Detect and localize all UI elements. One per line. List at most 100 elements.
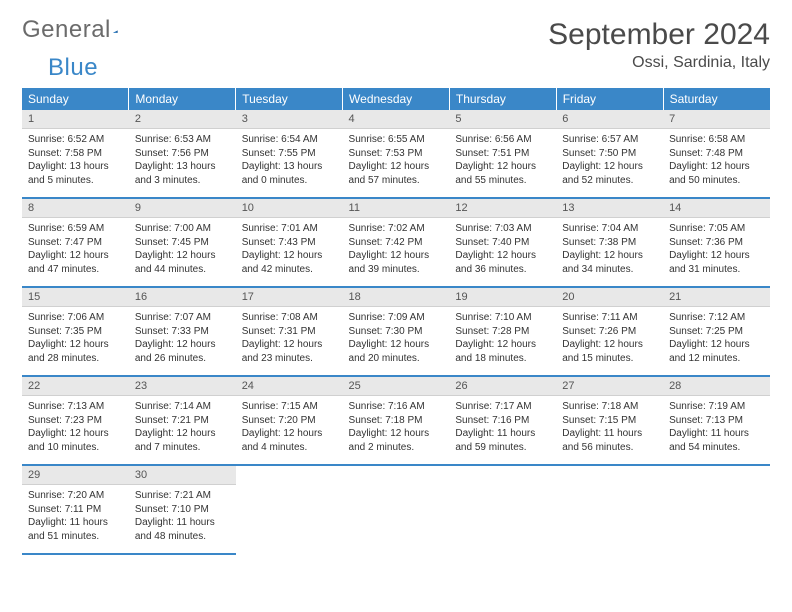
col-saturday: Saturday: [663, 88, 770, 110]
sunset-text: Sunset: 7:58 PM: [28, 147, 123, 161]
calendar-cell: 26Sunrise: 7:17 AMSunset: 7:16 PMDayligh…: [449, 376, 556, 465]
daylight-text: Daylight: 12 hours and 28 minutes.: [28, 338, 123, 365]
daylight-text: Daylight: 13 hours and 5 minutes.: [28, 160, 123, 187]
calendar-cell: 13Sunrise: 7:04 AMSunset: 7:38 PMDayligh…: [556, 198, 663, 287]
sunrise-text: Sunrise: 6:52 AM: [28, 133, 123, 147]
calendar-cell: 16Sunrise: 7:07 AMSunset: 7:33 PMDayligh…: [129, 287, 236, 376]
day-content: Sunrise: 7:11 AMSunset: 7:26 PMDaylight:…: [556, 307, 663, 375]
day-content: Sunrise: 6:54 AMSunset: 7:55 PMDaylight:…: [236, 129, 343, 197]
sunset-text: Sunset: 7:56 PM: [135, 147, 230, 161]
calendar-cell: ..: [556, 465, 663, 554]
calendar-cell: ..: [343, 465, 450, 554]
calendar-cell: 19Sunrise: 7:10 AMSunset: 7:28 PMDayligh…: [449, 287, 556, 376]
day-content: Sunrise: 7:21 AMSunset: 7:10 PMDaylight:…: [129, 485, 236, 553]
sunrise-text: Sunrise: 7:02 AM: [349, 222, 444, 236]
calendar-cell: 3Sunrise: 6:54 AMSunset: 7:55 PMDaylight…: [236, 110, 343, 198]
daylight-text: Daylight: 12 hours and 50 minutes.: [669, 160, 764, 187]
day-number: 17: [236, 288, 343, 307]
day-number: 4: [343, 110, 450, 129]
calendar-cell: 8Sunrise: 6:59 AMSunset: 7:47 PMDaylight…: [22, 198, 129, 287]
day-number: 27: [556, 377, 663, 396]
sunrise-text: Sunrise: 7:06 AM: [28, 311, 123, 325]
sunset-text: Sunset: 7:51 PM: [455, 147, 550, 161]
daylight-text: Daylight: 12 hours and 39 minutes.: [349, 249, 444, 276]
day-content: Sunrise: 7:08 AMSunset: 7:31 PMDaylight:…: [236, 307, 343, 375]
sunrise-text: Sunrise: 7:09 AM: [349, 311, 444, 325]
sunrise-text: Sunrise: 7:03 AM: [455, 222, 550, 236]
calendar-cell: 1Sunrise: 6:52 AMSunset: 7:58 PMDaylight…: [22, 110, 129, 198]
sunset-text: Sunset: 7:18 PM: [349, 414, 444, 428]
sunset-text: Sunset: 7:36 PM: [669, 236, 764, 250]
day-number: 2: [129, 110, 236, 129]
sunrise-text: Sunrise: 7:10 AM: [455, 311, 550, 325]
day-number: 15: [22, 288, 129, 307]
sunrise-text: Sunrise: 7:20 AM: [28, 489, 123, 503]
day-number: 5: [449, 110, 556, 129]
logo-text-blue: Blue: [48, 54, 98, 81]
day-content: Sunrise: 6:52 AMSunset: 7:58 PMDaylight:…: [22, 129, 129, 197]
sunset-text: Sunset: 7:15 PM: [562, 414, 657, 428]
daylight-text: Daylight: 11 hours and 54 minutes.: [669, 427, 764, 454]
day-content: Sunrise: 6:58 AMSunset: 7:48 PMDaylight:…: [663, 129, 770, 197]
triangle-icon: [113, 20, 118, 38]
sunset-text: Sunset: 7:55 PM: [242, 147, 337, 161]
title-block: September 2024 Ossi, Sardinia, Italy: [548, 18, 770, 72]
day-content: Sunrise: 7:17 AMSunset: 7:16 PMDaylight:…: [449, 396, 556, 464]
sunrise-text: Sunrise: 7:11 AM: [562, 311, 657, 325]
calendar-cell: 28Sunrise: 7:19 AMSunset: 7:13 PMDayligh…: [663, 376, 770, 465]
sunset-text: Sunset: 7:45 PM: [135, 236, 230, 250]
col-thursday: Thursday: [449, 88, 556, 110]
day-content: Sunrise: 7:10 AMSunset: 7:28 PMDaylight:…: [449, 307, 556, 375]
day-content: Sunrise: 7:15 AMSunset: 7:20 PMDaylight:…: [236, 396, 343, 464]
month-title: September 2024: [548, 18, 770, 52]
sunrise-text: Sunrise: 7:19 AM: [669, 400, 764, 414]
day-content: Sunrise: 7:02 AMSunset: 7:42 PMDaylight:…: [343, 218, 450, 286]
day-content: Sunrise: 7:07 AMSunset: 7:33 PMDaylight:…: [129, 307, 236, 375]
daylight-text: Daylight: 12 hours and 20 minutes.: [349, 338, 444, 365]
sunset-text: Sunset: 7:43 PM: [242, 236, 337, 250]
day-number: 16: [129, 288, 236, 307]
sunrise-text: Sunrise: 7:14 AM: [135, 400, 230, 414]
daylight-text: Daylight: 12 hours and 44 minutes.: [135, 249, 230, 276]
sunset-text: Sunset: 7:23 PM: [28, 414, 123, 428]
sunset-text: Sunset: 7:31 PM: [242, 325, 337, 339]
calendar-cell: 9Sunrise: 7:00 AMSunset: 7:45 PMDaylight…: [129, 198, 236, 287]
sunset-text: Sunset: 7:26 PM: [562, 325, 657, 339]
sunset-text: Sunset: 7:42 PM: [349, 236, 444, 250]
daylight-text: Daylight: 13 hours and 0 minutes.: [242, 160, 337, 187]
daylight-text: Daylight: 11 hours and 56 minutes.: [562, 427, 657, 454]
daylight-text: Daylight: 12 hours and 36 minutes.: [455, 249, 550, 276]
daylight-text: Daylight: 12 hours and 55 minutes.: [455, 160, 550, 187]
daylight-text: Daylight: 12 hours and 47 minutes.: [28, 249, 123, 276]
day-number: 19: [449, 288, 556, 307]
sunrise-text: Sunrise: 7:08 AM: [242, 311, 337, 325]
day-content: Sunrise: 7:13 AMSunset: 7:23 PMDaylight:…: [22, 396, 129, 464]
day-number: 24: [236, 377, 343, 396]
col-wednesday: Wednesday: [343, 88, 450, 110]
sunset-text: Sunset: 7:47 PM: [28, 236, 123, 250]
sunrise-text: Sunrise: 7:13 AM: [28, 400, 123, 414]
calendar-cell: 5Sunrise: 6:56 AMSunset: 7:51 PMDaylight…: [449, 110, 556, 198]
sunrise-text: Sunrise: 6:58 AM: [669, 133, 764, 147]
day-number: 29: [22, 466, 129, 485]
day-content: Sunrise: 7:03 AMSunset: 7:40 PMDaylight:…: [449, 218, 556, 286]
logo-text-general: General: [22, 18, 111, 42]
day-number: 21: [663, 288, 770, 307]
calendar-cell: 4Sunrise: 6:55 AMSunset: 7:53 PMDaylight…: [343, 110, 450, 198]
calendar-row: 8Sunrise: 6:59 AMSunset: 7:47 PMDaylight…: [22, 198, 770, 287]
calendar-cell: 12Sunrise: 7:03 AMSunset: 7:40 PMDayligh…: [449, 198, 556, 287]
calendar-cell: 7Sunrise: 6:58 AMSunset: 7:48 PMDaylight…: [663, 110, 770, 198]
sunrise-text: Sunrise: 6:59 AM: [28, 222, 123, 236]
sunset-text: Sunset: 7:21 PM: [135, 414, 230, 428]
day-content: Sunrise: 6:59 AMSunset: 7:47 PMDaylight:…: [22, 218, 129, 286]
sunrise-text: Sunrise: 7:16 AM: [349, 400, 444, 414]
calendar-cell: 14Sunrise: 7:05 AMSunset: 7:36 PMDayligh…: [663, 198, 770, 287]
day-number: 18: [343, 288, 450, 307]
day-number: 14: [663, 199, 770, 218]
weekday-header-row: Sunday Monday Tuesday Wednesday Thursday…: [22, 88, 770, 110]
daylight-text: Daylight: 12 hours and 31 minutes.: [669, 249, 764, 276]
sunrise-text: Sunrise: 7:07 AM: [135, 311, 230, 325]
day-number: 22: [22, 377, 129, 396]
day-number: 10: [236, 199, 343, 218]
daylight-text: Daylight: 12 hours and 23 minutes.: [242, 338, 337, 365]
